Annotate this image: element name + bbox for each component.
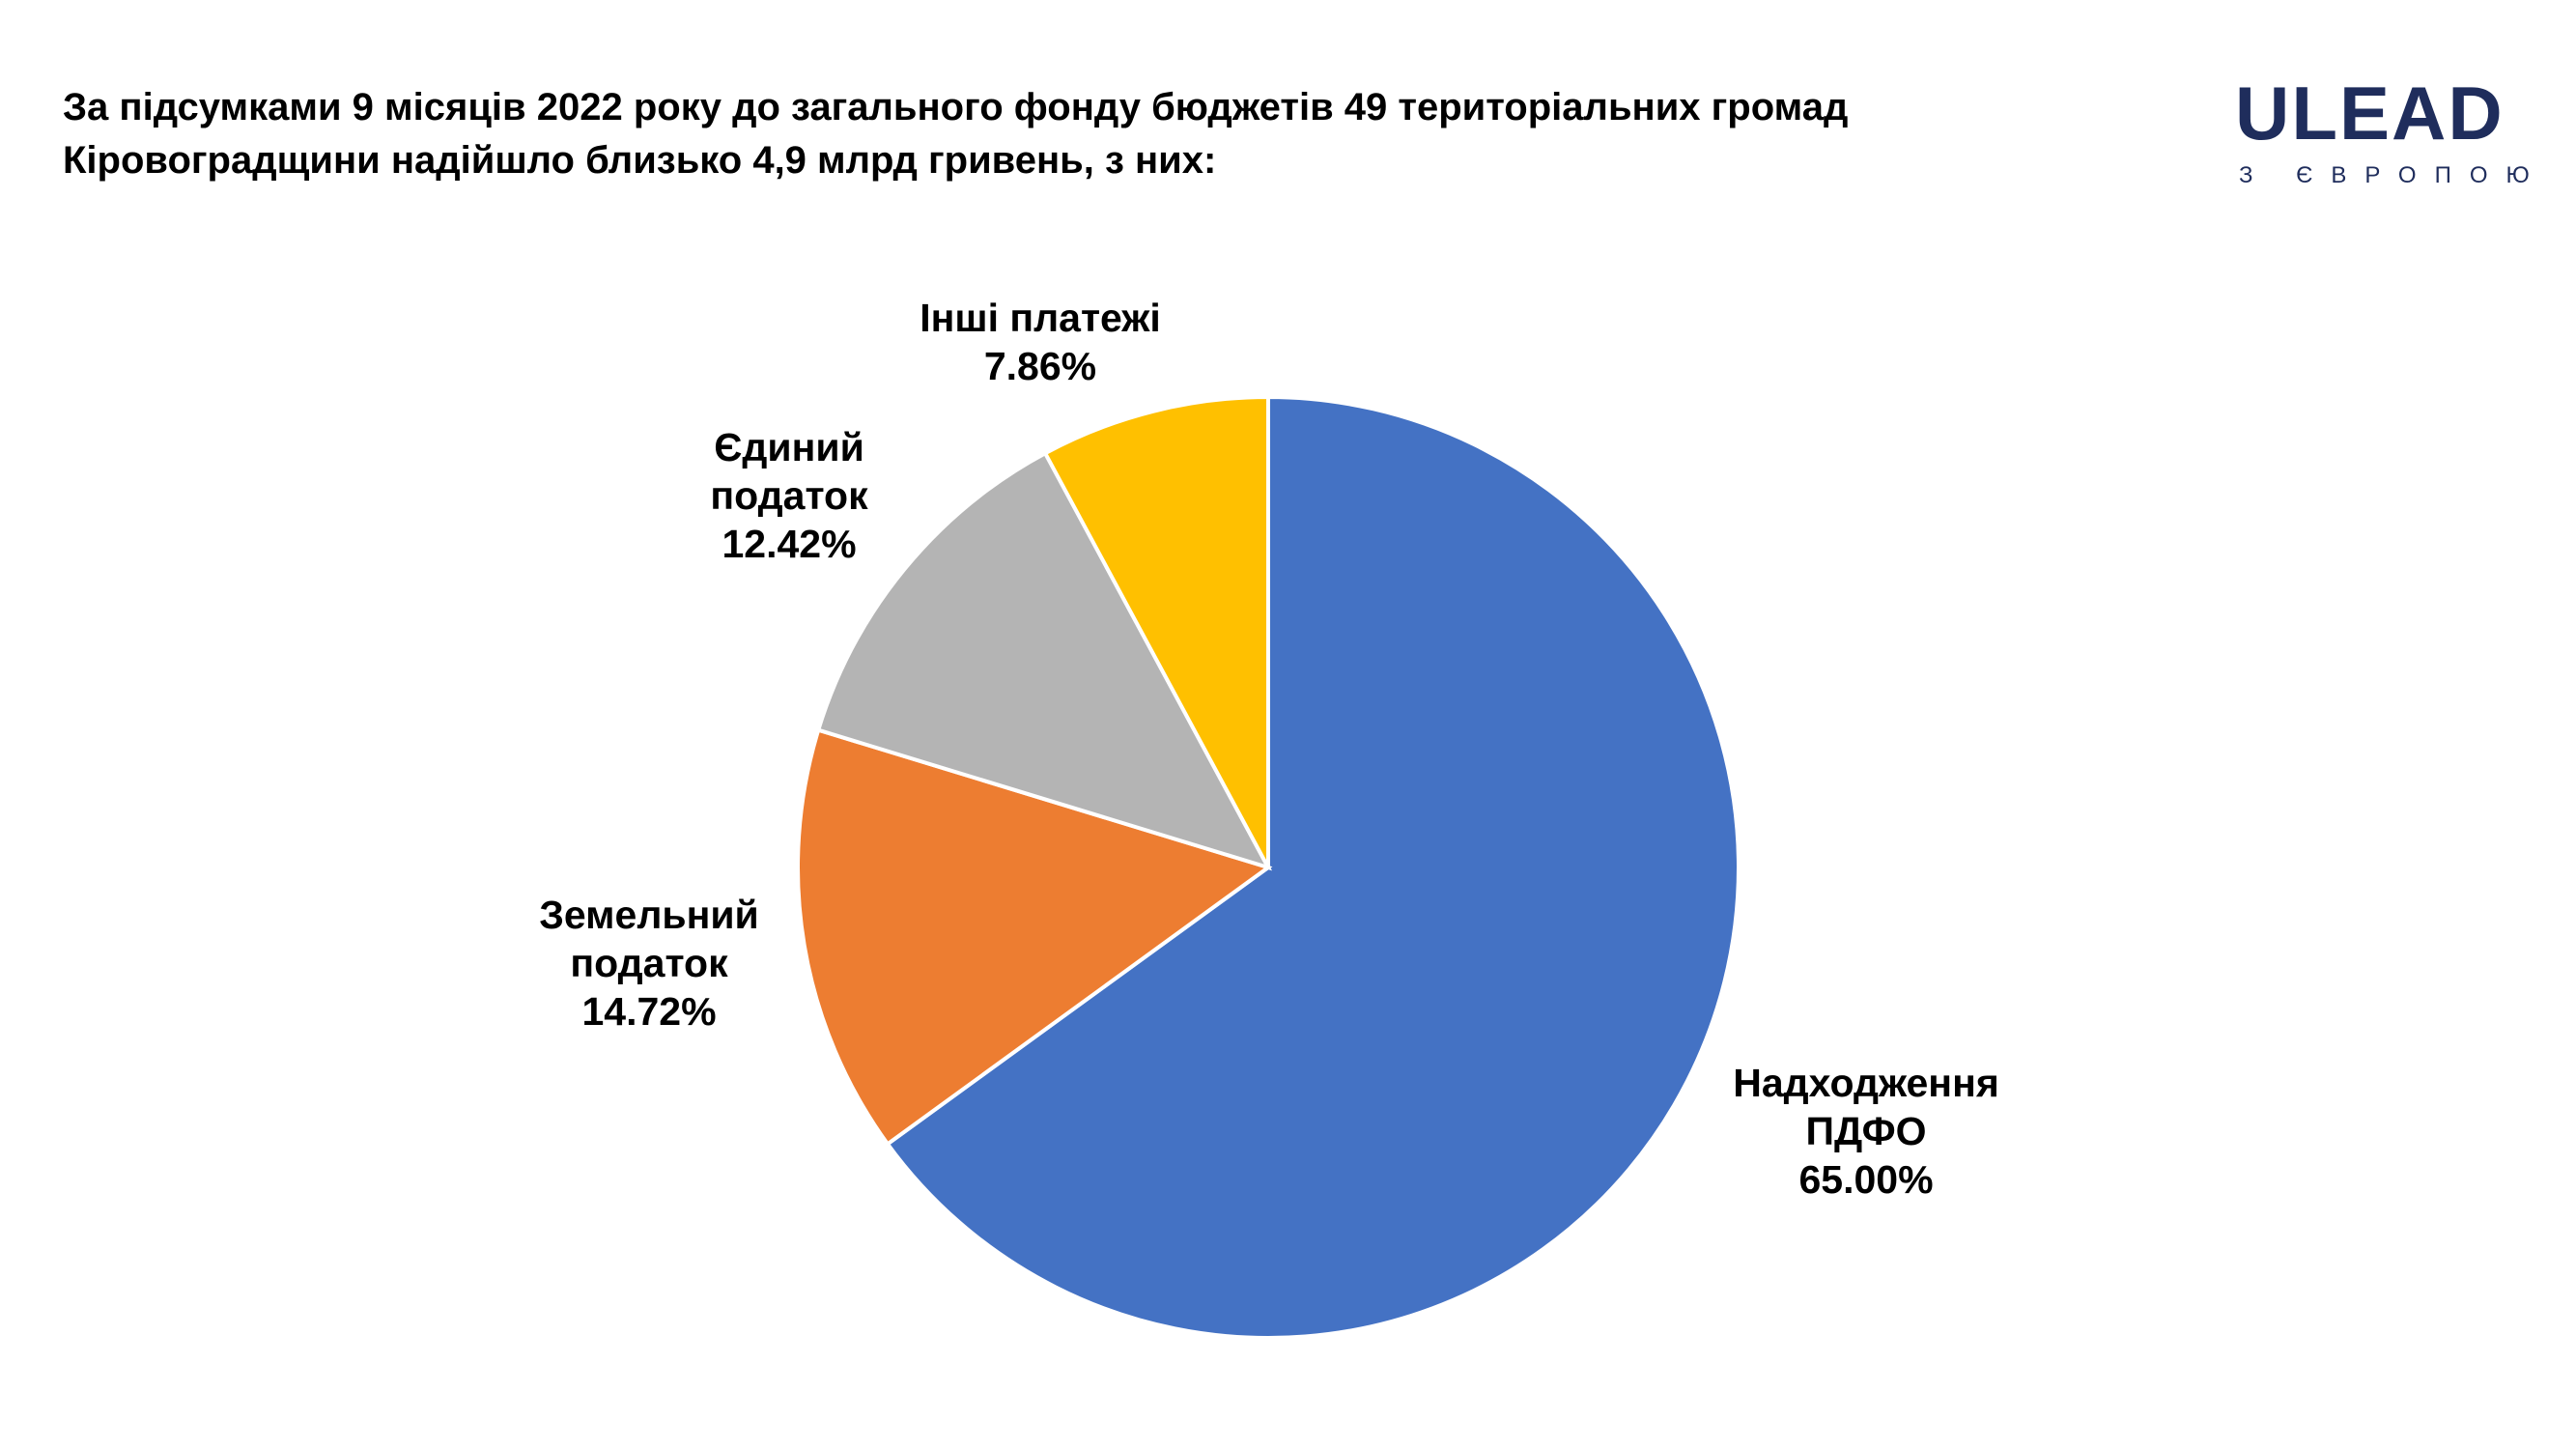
chart-title: За підсумками 9 місяців 2022 року до заг… [63,86,1849,182]
slice-name: Інші платежі [920,296,1161,340]
slice-label: Єдиний податок 12.42% [683,423,895,568]
pie-slice [815,450,1273,871]
slice-name: Надходження ПДФО [1733,1061,1999,1153]
slice-name: Земельний податок [539,893,759,985]
pie-slice [1042,394,1270,868]
slice-name: Єдиний податок [710,425,868,518]
slice-value: 65.00% [1798,1157,1934,1202]
slice-label: Інші платежі 7.86% [847,294,1233,390]
slice-value: 12.42% [722,522,857,566]
slice-label: Земельний податок 14.72% [524,891,775,1036]
slice-value: 7.86% [983,344,1097,388]
logo-tagline: З ЄВРОПОЮ [2239,162,2548,188]
slice-label: Надходження ПДФО 65.00% [1702,1059,2030,1204]
logo: ULEAD [2235,71,2505,156]
pie-slice [885,394,1741,1340]
slice-value: 14.72% [581,989,717,1034]
